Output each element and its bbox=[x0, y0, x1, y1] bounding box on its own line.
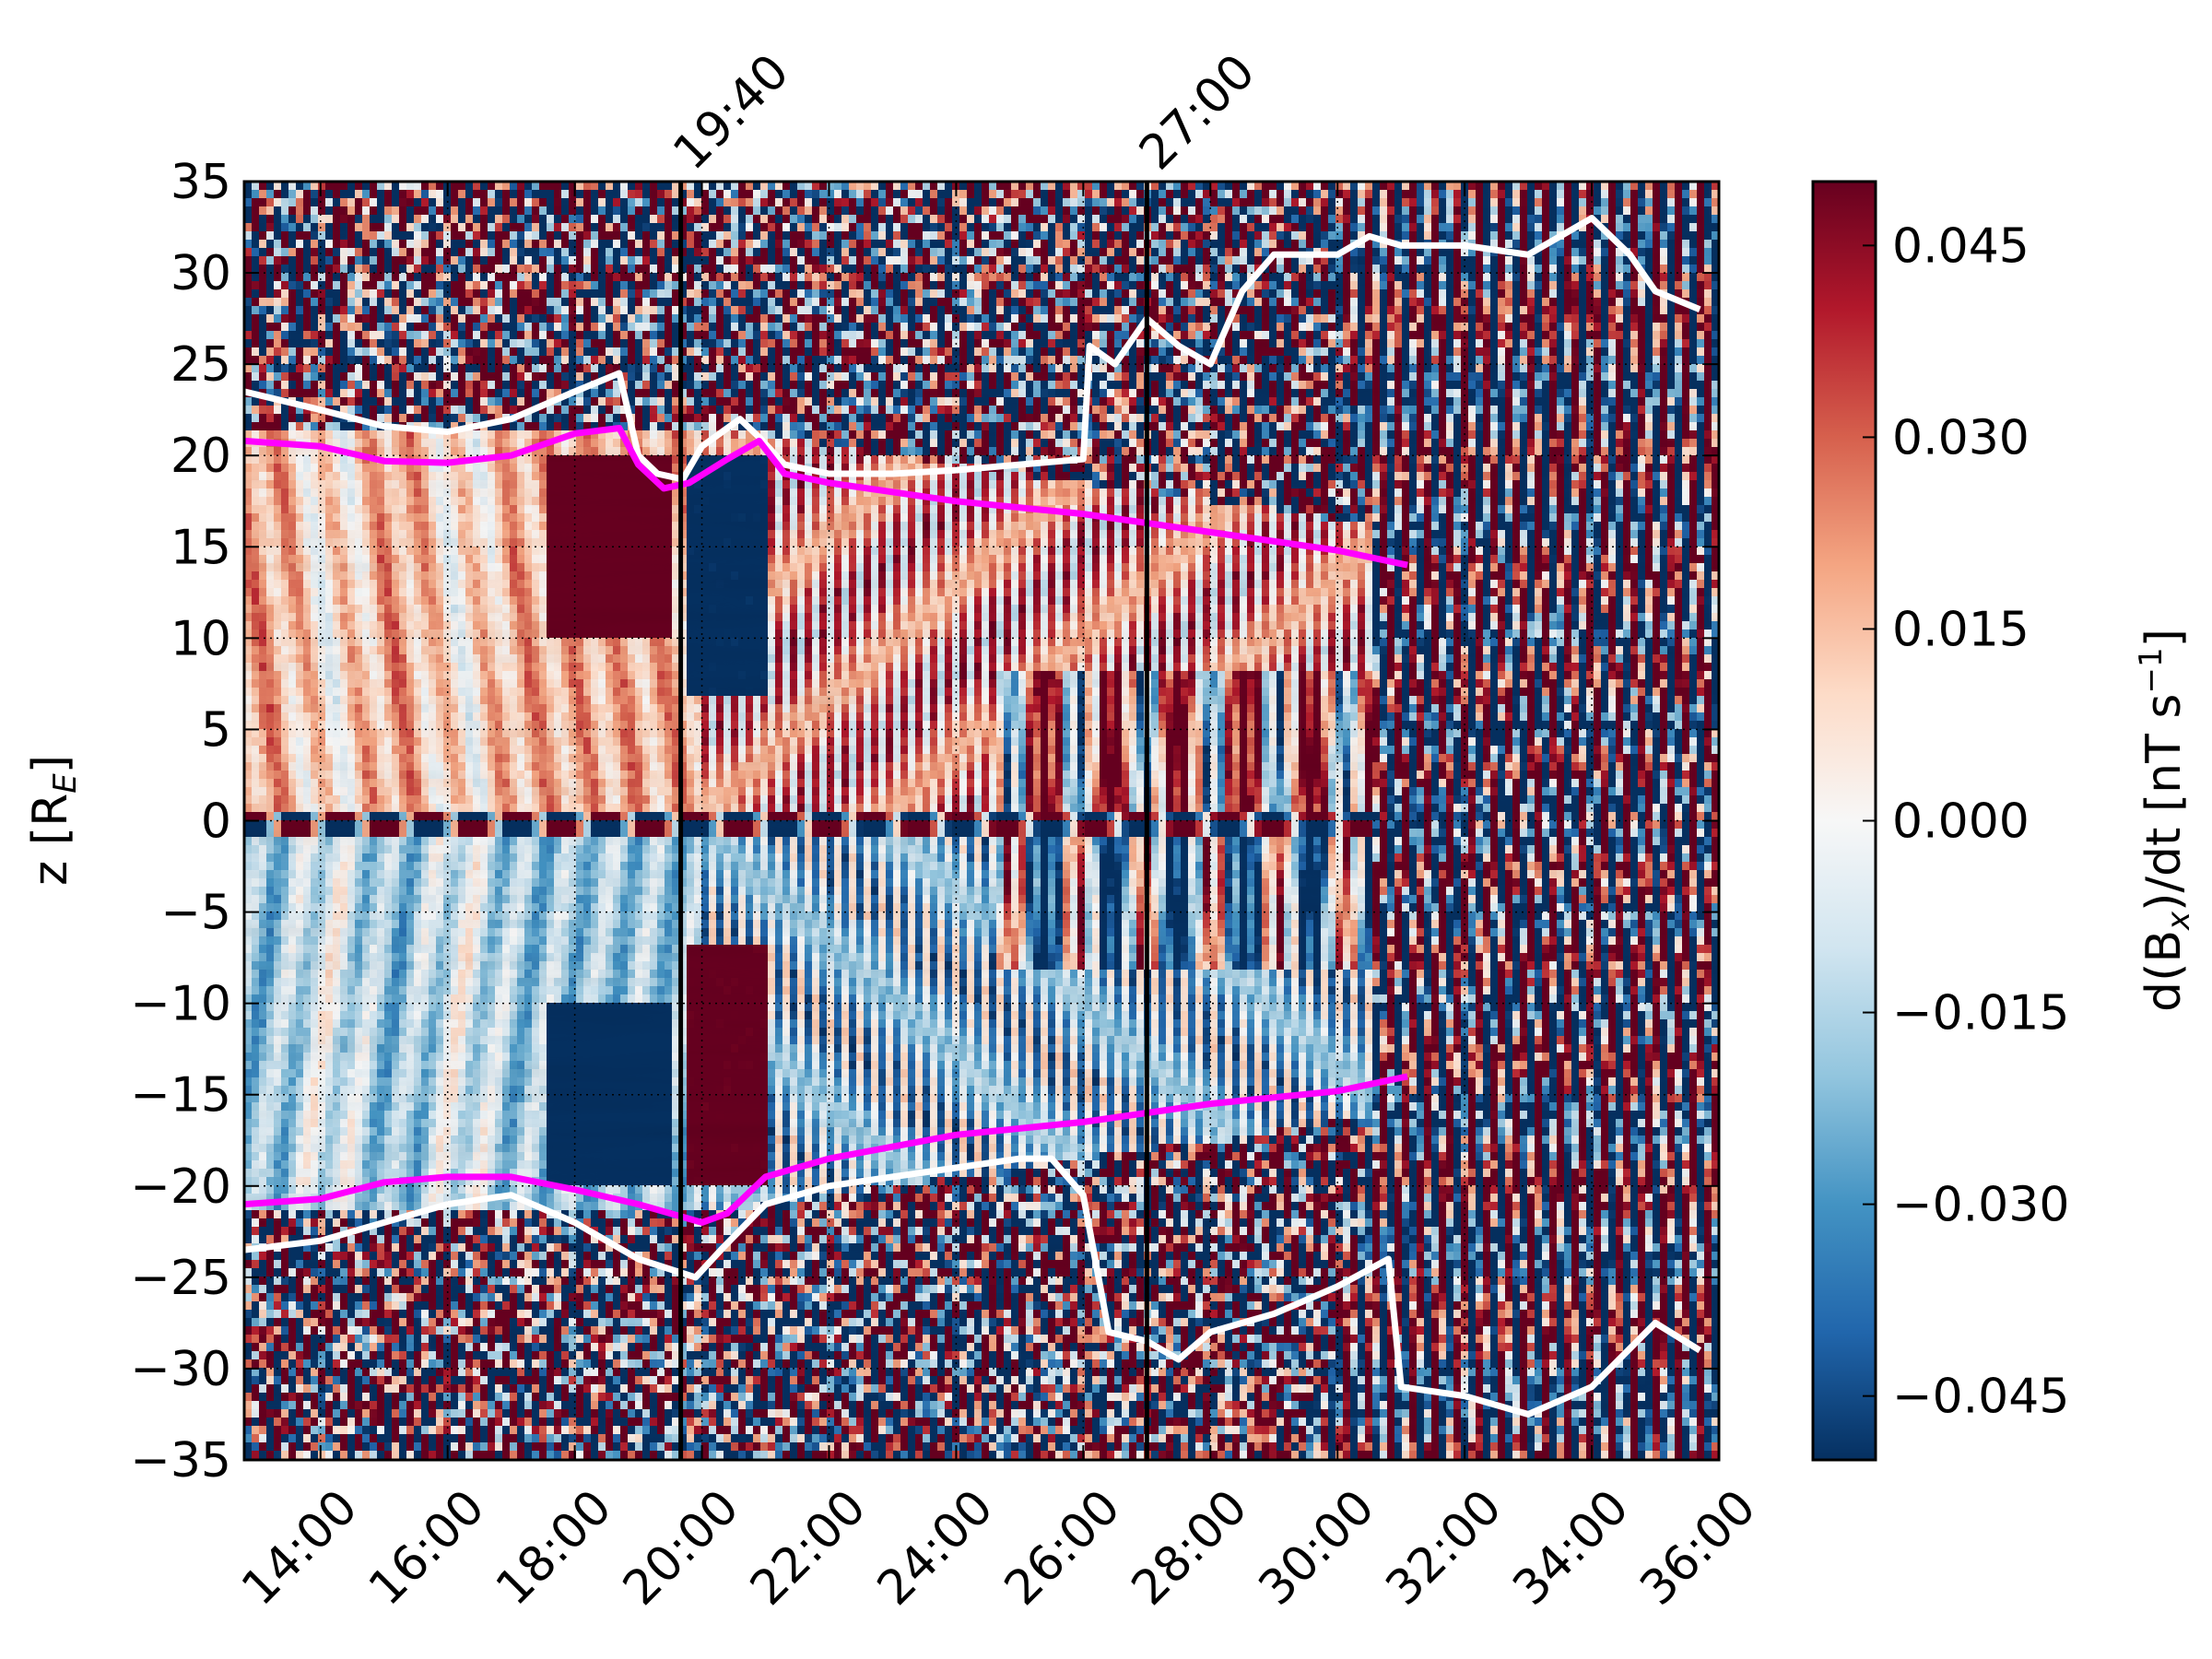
heatmap-area bbox=[244, 182, 1719, 1460]
